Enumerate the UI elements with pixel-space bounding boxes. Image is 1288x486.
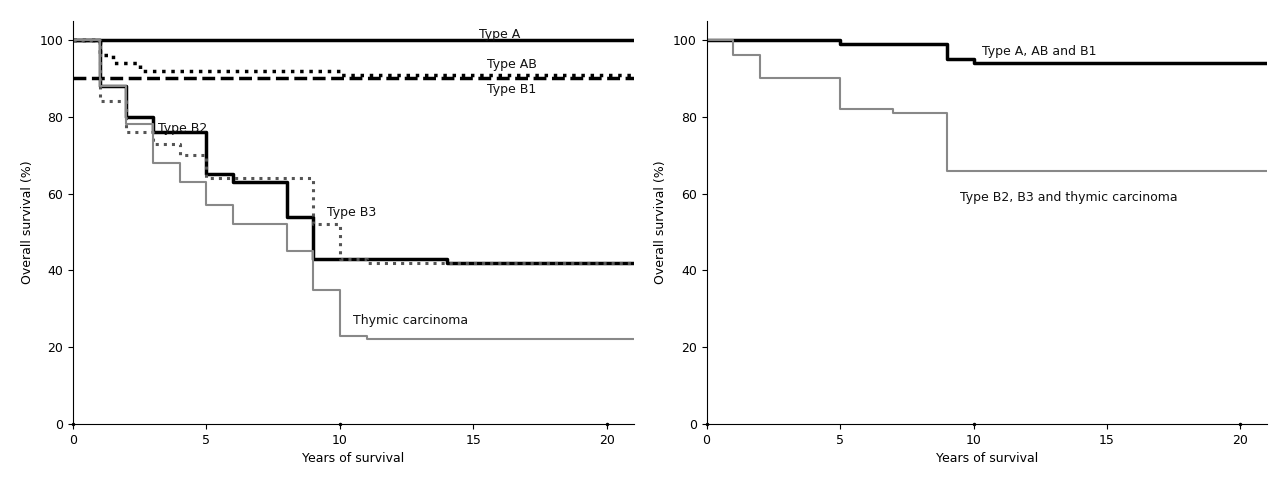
Text: Type A, AB and B1: Type A, AB and B1 bbox=[981, 45, 1096, 58]
Y-axis label: Overall survival (%): Overall survival (%) bbox=[654, 160, 667, 284]
Text: Type B3: Type B3 bbox=[327, 206, 376, 219]
X-axis label: Years of survival: Years of survival bbox=[936, 452, 1038, 465]
X-axis label: Years of survival: Years of survival bbox=[303, 452, 404, 465]
Text: Thymic carcinoma: Thymic carcinoma bbox=[353, 314, 469, 327]
Text: Type B1: Type B1 bbox=[487, 84, 536, 96]
Text: Type A: Type A bbox=[479, 28, 520, 41]
Text: Type AB: Type AB bbox=[487, 58, 537, 71]
Text: Type B2, B3 and thymic carcinoma: Type B2, B3 and thymic carcinoma bbox=[960, 191, 1177, 204]
Text: Type B2: Type B2 bbox=[158, 122, 207, 135]
Y-axis label: Overall survival (%): Overall survival (%) bbox=[21, 160, 33, 284]
